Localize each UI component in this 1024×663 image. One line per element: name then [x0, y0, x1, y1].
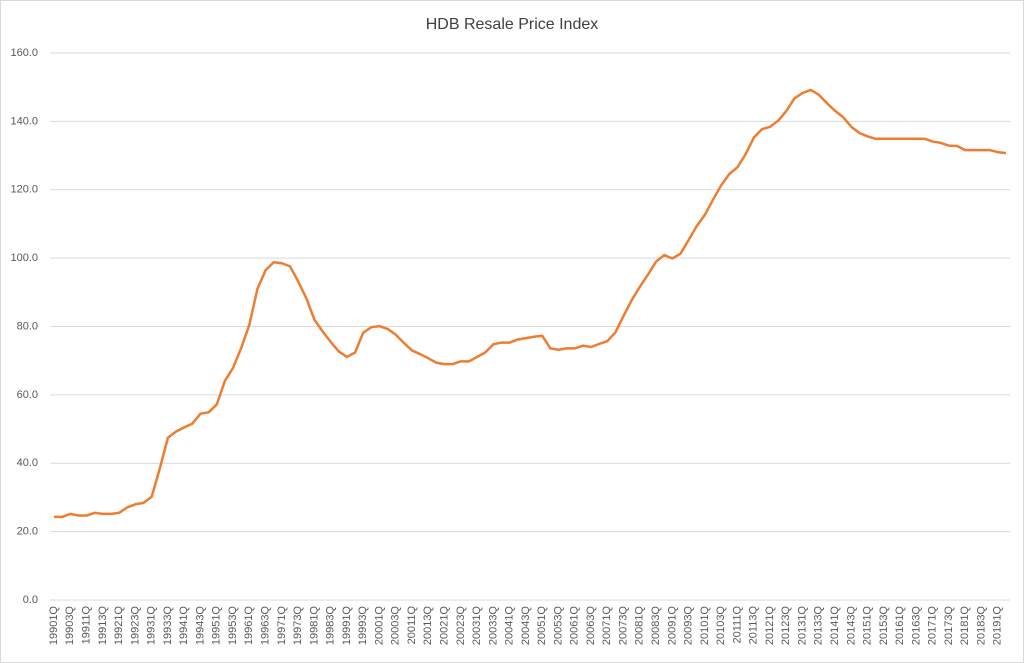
x-tick-label: 20111Q: [731, 606, 743, 644]
x-tick-label: 20043Q: [520, 606, 532, 646]
x-tick-label: 19963Q: [259, 606, 271, 646]
x-tick-label: 19941Q: [178, 606, 190, 646]
y-tick-label: 160.0: [10, 47, 38, 59]
x-tick-label: 19923Q: [129, 606, 141, 646]
y-tick-label: 60.0: [17, 389, 38, 401]
x-tick-label: 20003Q: [390, 606, 402, 646]
y-tick-label: 100.0: [10, 252, 38, 264]
x-tick-label: 20171Q: [927, 606, 939, 646]
x-tick-label: 20191Q: [992, 606, 1004, 646]
x-tick-label: 19981Q: [308, 606, 320, 646]
chart-title: HDB Resale Price Index: [426, 16, 599, 33]
x-tick-label: 20131Q: [796, 606, 808, 646]
x-tick-label: 20041Q: [504, 606, 516, 646]
x-tick-label: 20063Q: [585, 606, 597, 646]
x-tick-label: 20023Q: [455, 606, 467, 646]
x-tick-label: 20161Q: [894, 606, 906, 646]
y-tick-label: 40.0: [17, 457, 38, 469]
x-tick-label: 20153Q: [878, 606, 890, 646]
y-tick-label: 0.0: [23, 594, 38, 606]
x-tick-label: 20083Q: [650, 606, 662, 646]
x-tick-label: 20053Q: [552, 606, 564, 646]
x-tick-label: 19991Q: [341, 606, 353, 646]
data-line: [54, 88, 1007, 519]
x-tick-label: 20183Q: [975, 606, 987, 646]
x-tick-label: 20143Q: [845, 606, 857, 646]
x-tick-label: 19933Q: [162, 606, 174, 646]
x-tick-label: 20133Q: [813, 606, 825, 646]
x-tick-label: 20031Q: [471, 606, 483, 646]
x-tick-label: 19911Q: [81, 606, 93, 645]
x-tick-label: 20151Q: [862, 606, 874, 646]
x-tick-label: 20081Q: [634, 606, 646, 646]
x-tick-label: 20001Q: [373, 606, 385, 646]
x-tick-label: 20051Q: [536, 606, 548, 646]
x-tick-label: 20101Q: [699, 606, 711, 646]
x-tick-label: 19943Q: [194, 606, 206, 646]
y-tick-label: 80.0: [17, 320, 38, 332]
x-tick-label: 20013Q: [422, 606, 434, 646]
x-tick-label: 20071Q: [601, 606, 613, 646]
x-tick-label: 19961Q: [243, 606, 255, 646]
x-tick-label: 20141Q: [829, 606, 841, 646]
x-tick-label: 20033Q: [487, 606, 499, 646]
x-tick-label: 20061Q: [569, 606, 581, 646]
x-tick-label: 19993Q: [357, 606, 369, 646]
x-tick-label: 20091Q: [666, 606, 678, 646]
x-tick-label: 19921Q: [113, 606, 125, 646]
x-tick-label: 20123Q: [780, 606, 792, 646]
x-tick-label: 19903Q: [64, 606, 76, 646]
x-tick-label: 19953Q: [227, 606, 239, 646]
x-tick-label: 19951Q: [211, 606, 223, 646]
x-tick-label: 19973Q: [292, 606, 304, 646]
x-tick-label: 20181Q: [959, 606, 971, 646]
x-tick-label: 20121Q: [764, 606, 776, 646]
y-tick-label: 140.0: [10, 115, 38, 127]
x-tick-label: 19931Q: [146, 606, 158, 646]
y-tick-label: 20.0: [17, 526, 38, 538]
x-tick-label: 19913Q: [97, 606, 109, 646]
x-tick-label: 19901Q: [48, 606, 60, 646]
x-tick-label: 20073Q: [617, 606, 629, 646]
x-tick-label: 19971Q: [276, 606, 288, 646]
x-tick-label: 20113Q: [748, 606, 760, 645]
x-tick-label: 20163Q: [910, 606, 922, 646]
x-tick-label: 19983Q: [325, 606, 337, 646]
y-tick-label: 120.0: [10, 184, 38, 196]
x-tick-label: 20021Q: [438, 606, 450, 646]
x-tick-label: 20011Q: [406, 606, 418, 645]
x-tick-label: 20103Q: [715, 606, 727, 646]
x-tick-label: 20093Q: [683, 606, 695, 646]
x-tick-label: 20173Q: [943, 606, 955, 646]
